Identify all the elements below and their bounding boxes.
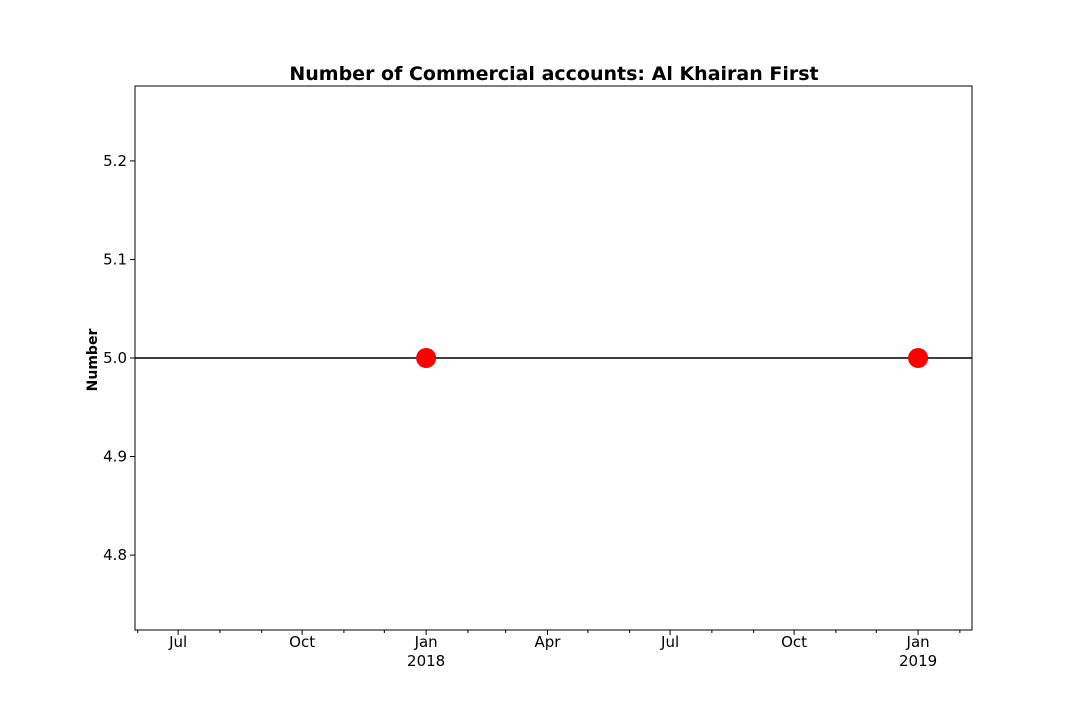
y-tick-label: 4.9 bbox=[103, 448, 127, 466]
chart-title: Number of Commercial accounts: Al Khaira… bbox=[289, 63, 818, 85]
x-tick-label: Jul bbox=[168, 633, 187, 651]
x-tick-label: Oct bbox=[289, 633, 315, 651]
y-axis-label: Number bbox=[85, 329, 101, 392]
y-tick-label: 5.2 bbox=[103, 152, 127, 170]
x-tick-label: Oct bbox=[781, 633, 807, 651]
x-tick-year-label: 2018 bbox=[407, 652, 445, 670]
data-point bbox=[908, 348, 929, 368]
x-tick-label: Jul bbox=[660, 633, 679, 651]
y-tick-label: 4.8 bbox=[103, 546, 127, 564]
x-tick-label: Apr bbox=[534, 633, 561, 651]
y-tick-label: 5.0 bbox=[103, 349, 127, 367]
x-tick-year-label: 2019 bbox=[899, 652, 937, 670]
y-tick-label: 5.1 bbox=[103, 250, 127, 268]
x-tick-label: Jan bbox=[906, 633, 930, 651]
x-tick-label: Jan bbox=[414, 633, 438, 651]
data-point bbox=[416, 348, 437, 368]
